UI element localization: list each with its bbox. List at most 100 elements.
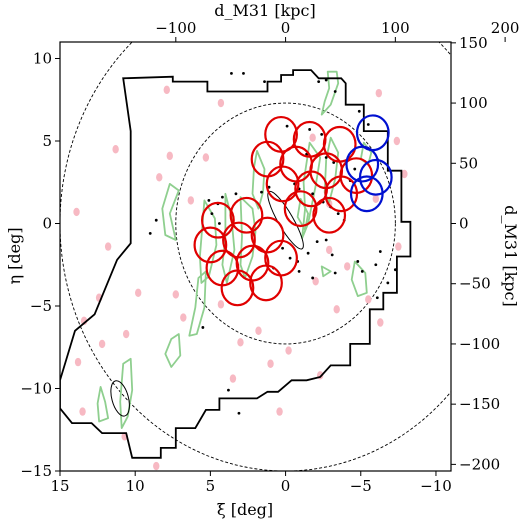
plot-frame (59, 41, 452, 472)
y-tick-label-5: −15 (20, 462, 52, 480)
right-tick-label-5: −100 (459, 335, 500, 353)
red-field-11 (312, 196, 347, 234)
black-dot-29 (210, 212, 214, 216)
pink-blob-2 (309, 133, 316, 142)
pink-blob-11 (395, 242, 402, 251)
black-dot-28 (207, 199, 211, 202)
black-dot-21 (336, 212, 340, 216)
right-tick-label-0: 150 (459, 34, 488, 52)
pink-blob-5 (202, 153, 210, 162)
right-tick-label-2: 50 (459, 154, 478, 172)
galaxy-ellipse-1 (110, 380, 130, 417)
black-dot-14 (353, 167, 357, 171)
pink-blob-8 (393, 136, 401, 146)
green-contour-13 (119, 357, 134, 430)
green-contour-4 (296, 197, 310, 232)
black-dot-47 (281, 246, 284, 250)
pink-blob-28 (237, 338, 244, 347)
red-field-13 (229, 196, 264, 234)
pink-blob-29 (285, 346, 292, 355)
dashed-circle-1 (60, 42, 451, 471)
top-tick-label-1: 0 (281, 19, 291, 37)
red-field-7 (265, 165, 300, 203)
pink-blob-37 (375, 88, 383, 98)
green-contour-8 (198, 199, 218, 284)
pink-blob-33 (276, 407, 283, 416)
x-tick-label-4: −5 (350, 477, 372, 495)
pink-blob-36 (79, 407, 86, 416)
pink-blob-22 (74, 357, 82, 367)
pink-blob-35 (153, 461, 160, 471)
y-axis-label: η [deg] (5, 227, 24, 284)
pink-blob-3 (166, 151, 173, 161)
black-dot-7 (366, 123, 370, 126)
black-dot-4 (324, 78, 328, 82)
pink-blob-18 (135, 288, 142, 297)
black-dot-33 (288, 256, 292, 260)
black-dot-9 (285, 124, 289, 128)
black-dot-43 (378, 250, 382, 253)
black-dot-35 (306, 251, 310, 255)
green-contour-15 (164, 333, 182, 368)
top-axis-label: d_M31 [kpc] (214, 1, 315, 20)
blue-field-1 (345, 145, 380, 183)
black-dot-44 (375, 296, 379, 300)
black-dot-23 (267, 185, 271, 189)
x-tick-label-1: 10 (126, 477, 145, 495)
red-field-16 (250, 216, 285, 254)
pink-blob-1 (217, 98, 225, 108)
pink-blob-27 (333, 305, 340, 314)
pink-blob-4 (156, 173, 163, 182)
x-tick-label-5: −10 (420, 477, 452, 495)
pink-blob-12 (325, 245, 333, 255)
pink-blob-13 (365, 295, 372, 304)
x-tick-label-0: 15 (50, 477, 69, 495)
black-dot-46 (297, 269, 301, 273)
green-contour-0 (320, 70, 340, 116)
green-contour-11 (350, 260, 368, 298)
black-dot-51 (227, 388, 230, 392)
blue-field-3 (349, 175, 384, 213)
green-contour-2 (323, 136, 340, 204)
black-dot-38 (330, 253, 334, 257)
survey-outline (60, 69, 412, 459)
x-tick-label-2: 5 (206, 477, 216, 495)
pink-blob-19 (172, 290, 179, 299)
right-tick-label-7: −200 (459, 455, 500, 473)
pink-blob-15 (344, 262, 351, 271)
right-tick-label-1: 100 (459, 94, 488, 112)
black-dot-2 (263, 80, 266, 83)
black-dot-30 (218, 222, 221, 225)
pink-blob-30 (267, 359, 274, 368)
black-dot-37 (324, 238, 328, 242)
x-axis-label: ξ [deg] (217, 500, 273, 519)
red-field-10 (283, 190, 318, 228)
black-dot-45 (386, 281, 390, 285)
black-dot-52 (201, 326, 205, 329)
red-field-1 (292, 120, 327, 158)
top-tick-label-0: −100 (155, 19, 196, 37)
black-dot-50 (237, 411, 241, 415)
pink-blob-26 (255, 326, 262, 335)
y-tick-label-2: 0 (42, 215, 52, 233)
black-dot-40 (356, 260, 360, 263)
red-field-3 (250, 140, 285, 178)
green-contour-6 (239, 196, 257, 279)
pink-blob-0 (163, 85, 170, 95)
black-dot-41 (360, 269, 364, 273)
black-dot-49 (311, 276, 315, 280)
pink-blob-7 (112, 145, 119, 154)
pink-blob-16 (312, 277, 319, 286)
black-dot-0 (230, 71, 233, 75)
galaxy-ellipse-0 (267, 190, 304, 250)
top-tick-label-3: 200 (491, 19, 520, 37)
black-dot-31 (154, 218, 158, 222)
pink-blob-24 (122, 329, 130, 339)
pink-blob-31 (229, 374, 237, 383)
red-field-12 (201, 201, 235, 239)
black-dot-26 (221, 195, 224, 199)
black-dot-36 (315, 240, 319, 244)
green-contour-12 (320, 265, 332, 278)
pink-blob-14 (377, 318, 384, 327)
